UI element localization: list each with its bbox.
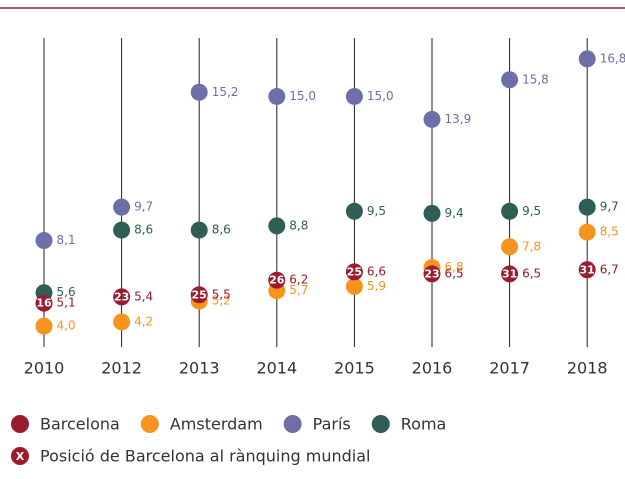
value-label: 9,5 — [367, 204, 386, 218]
legend-label: Amsterdam — [170, 415, 263, 434]
value-label: 5,4 — [134, 289, 153, 303]
value-label: 15,0 — [289, 89, 316, 103]
note-marker — [11, 447, 29, 465]
note: Posició de Barcelona al rànquing mundial — [40, 447, 370, 466]
dot — [345, 263, 363, 281]
dot — [190, 83, 208, 101]
rank-label: 23 — [114, 290, 129, 303]
legend-marker — [283, 415, 302, 433]
value-label: 15,2 — [212, 85, 239, 99]
rank-label: 25 — [192, 288, 207, 301]
value-label: 5,2 — [212, 294, 231, 308]
dot — [345, 87, 363, 105]
rank-label: 16 — [36, 297, 52, 310]
value-label: 8,6 — [134, 223, 153, 237]
value-label: 6,5 — [522, 266, 541, 280]
dot — [113, 198, 131, 216]
value-label: 9,5 — [522, 204, 541, 218]
legend-label: Barcelona — [40, 415, 120, 434]
legend-label: Roma — [401, 415, 447, 434]
dot — [578, 223, 596, 241]
value-label: 4,0 — [57, 319, 76, 333]
legend-marker — [11, 415, 29, 433]
legend-marker — [140, 415, 159, 433]
value-label: 6,7 — [600, 262, 619, 276]
dot — [501, 238, 519, 256]
x-tick-label: 2012 — [101, 359, 142, 378]
value-label: 7,8 — [522, 239, 541, 253]
value-label: 5,1 — [57, 296, 76, 310]
dot — [190, 221, 208, 239]
value-label: 5,5 — [212, 287, 231, 301]
dot — [35, 232, 53, 250]
rank-label: 26 — [269, 274, 285, 287]
legend-marker — [371, 415, 390, 433]
value-label: 9,7 — [134, 200, 153, 214]
value-label: 9,7 — [600, 200, 619, 214]
value-label: 16,8 — [600, 51, 625, 65]
dot — [268, 87, 286, 105]
value-label: 15,8 — [522, 72, 549, 86]
x-tick-label: 2018 — [567, 359, 608, 378]
dot — [423, 110, 441, 128]
dot — [113, 313, 131, 331]
note-marker-label: X — [16, 450, 25, 463]
rank-label: 31 — [580, 263, 595, 276]
dot — [578, 198, 596, 216]
dot — [190, 286, 208, 304]
value-label: 6,5 — [445, 266, 464, 280]
value-label: 8,5 — [600, 225, 619, 239]
dot — [268, 217, 286, 235]
value-label: 5,7 — [289, 283, 308, 297]
value-label: 6,8 — [445, 260, 464, 274]
value-label: 8,8 — [289, 218, 308, 232]
dot — [35, 294, 53, 312]
value-label: 5,9 — [367, 279, 386, 293]
dot — [501, 71, 519, 89]
dot — [268, 271, 286, 289]
dot — [35, 317, 53, 335]
value-label: 13,9 — [445, 112, 472, 126]
dot — [501, 265, 519, 283]
rank-label: 25 — [347, 265, 362, 278]
dot — [345, 202, 363, 220]
value-label: 8,1 — [57, 233, 76, 247]
dot — [345, 277, 363, 295]
dot — [423, 265, 441, 283]
value-label: 6,2 — [289, 273, 308, 287]
value-label: 4,2 — [134, 314, 153, 328]
value-label: 9,4 — [445, 206, 464, 220]
value-label: 15,0 — [367, 89, 394, 103]
dot — [113, 221, 131, 239]
rank-label: 31 — [502, 267, 517, 280]
value-label: 5,6 — [57, 285, 76, 299]
value-label: 6,6 — [367, 264, 386, 278]
dot — [578, 50, 596, 68]
legend-label: París — [313, 415, 351, 434]
x-tick-label: 2016 — [412, 359, 453, 378]
x-tick-label: 2017 — [489, 359, 530, 378]
x-tick-label: 2015 — [334, 359, 375, 378]
value-label: 8,6 — [212, 223, 231, 237]
x-tick-label: 2013 — [179, 359, 220, 378]
dot — [423, 204, 441, 222]
dot — [578, 261, 596, 279]
dot — [501, 202, 519, 220]
rank-label: 23 — [424, 267, 439, 280]
x-tick-label: 2014 — [256, 359, 297, 378]
dot — [113, 288, 131, 306]
x-tick-label: 2010 — [24, 359, 65, 378]
